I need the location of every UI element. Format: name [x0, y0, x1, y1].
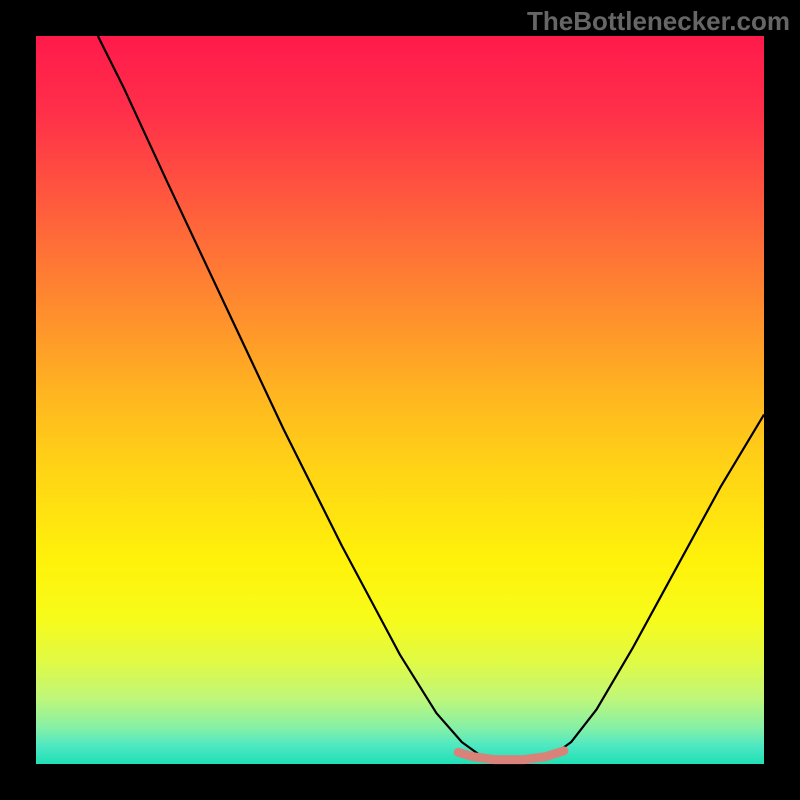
- curve-layer: [0, 0, 800, 800]
- watermark-label: TheBottlenecker.com: [527, 6, 790, 37]
- chart-container: TheBottlenecker.com: [0, 0, 800, 800]
- bottleneck-curve: [98, 36, 764, 760]
